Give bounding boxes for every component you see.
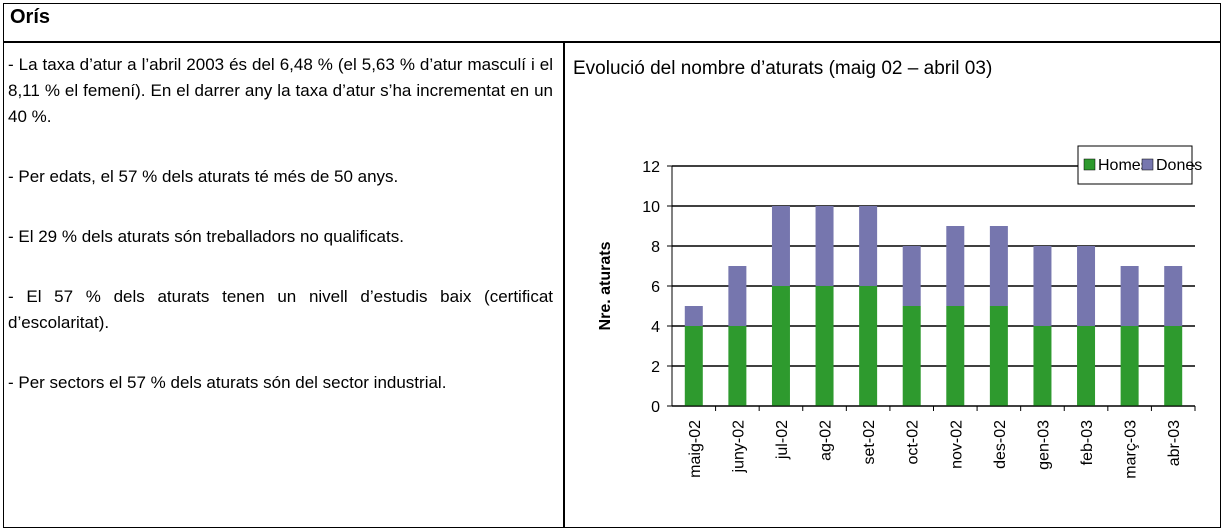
- bar-segment: [1033, 326, 1052, 406]
- text-column: - La taxa d’atur a l’abril 2003 és del 6…: [8, 52, 553, 430]
- x-tick-label: set-02: [861, 420, 878, 465]
- x-tick-label: març-03: [1123, 420, 1140, 479]
- table-border: [3, 3, 1221, 528]
- bar-segment: [815, 286, 834, 406]
- y-tick-label: 0: [651, 399, 660, 416]
- x-tick-label: ag-02: [818, 420, 835, 461]
- legend-label: Dones: [1156, 157, 1202, 174]
- x-tick-label: oct-02: [905, 420, 922, 465]
- y-tick-label: 10: [642, 199, 660, 216]
- bar-segment: [684, 326, 703, 406]
- row-line: [3, 41, 1221, 43]
- y-tick-label: 2: [651, 359, 660, 376]
- bar-segment: [902, 246, 921, 306]
- bar-segment: [946, 306, 965, 406]
- paragraph: - Per sectors el 57 % dels aturats són d…: [8, 373, 447, 392]
- bar-segment: [815, 206, 834, 286]
- bar-segment: [771, 206, 790, 286]
- bar-segment: [946, 226, 965, 306]
- y-tick-label: 4: [651, 319, 660, 336]
- x-tick-label: maig-02: [687, 420, 704, 478]
- bar-segment: [771, 286, 790, 406]
- bar-segment: [728, 326, 747, 406]
- bar-segment: [1077, 246, 1096, 326]
- x-tick-label: gen-03: [1035, 420, 1052, 470]
- chart: Evolució del nombre d’aturats (maig 02 –…: [573, 58, 1202, 479]
- bar-segment: [989, 306, 1008, 406]
- bar-segment: [1120, 266, 1139, 326]
- bar-segment: [989, 226, 1008, 306]
- chart-title: Evolució del nombre d’aturats (maig 02 –…: [573, 58, 992, 79]
- y-tick-label: 8: [651, 239, 660, 256]
- y-axis-label: Nre. aturats: [597, 241, 614, 330]
- column-line: [563, 41, 565, 528]
- bar-segment: [902, 306, 921, 406]
- bar-segment: [1120, 326, 1139, 406]
- bar-segment: [684, 306, 703, 326]
- bar-segment: [1164, 266, 1183, 326]
- x-tick-label: nov-02: [948, 420, 965, 469]
- x-tick-label: abr-03: [1166, 420, 1183, 466]
- paragraph: - El 57 % dels aturats tenen un nivell d…: [8, 287, 553, 332]
- x-tick-label: juny-02: [730, 420, 747, 474]
- bar-segment: [1077, 326, 1096, 406]
- legend-label: Homes: [1098, 157, 1149, 174]
- x-tick-label: des-02: [992, 420, 1009, 469]
- bar-segment: [859, 286, 878, 406]
- x-tick-label: feb-03: [1079, 420, 1096, 465]
- paragraph: - Per edats, el 57 % dels aturats té més…: [8, 167, 399, 186]
- legend-swatch: [1141, 158, 1154, 171]
- paragraph: - El 29 % dels aturats són treballadors …: [8, 227, 404, 246]
- header-title: Orís: [10, 6, 51, 28]
- bar-segment: [1033, 246, 1052, 326]
- bar-segment: [728, 266, 747, 326]
- legend-box: [1077, 145, 1193, 185]
- bar-segment: [859, 206, 878, 286]
- legend-swatch: [1083, 158, 1096, 171]
- paragraph: - La taxa d’atur a l’abril 2003 és del 6…: [8, 55, 553, 126]
- x-tick-label: jul-02: [774, 420, 791, 460]
- bar-segment: [1164, 326, 1183, 406]
- y-tick-label: 12: [642, 159, 660, 176]
- y-tick-label: 6: [651, 279, 660, 296]
